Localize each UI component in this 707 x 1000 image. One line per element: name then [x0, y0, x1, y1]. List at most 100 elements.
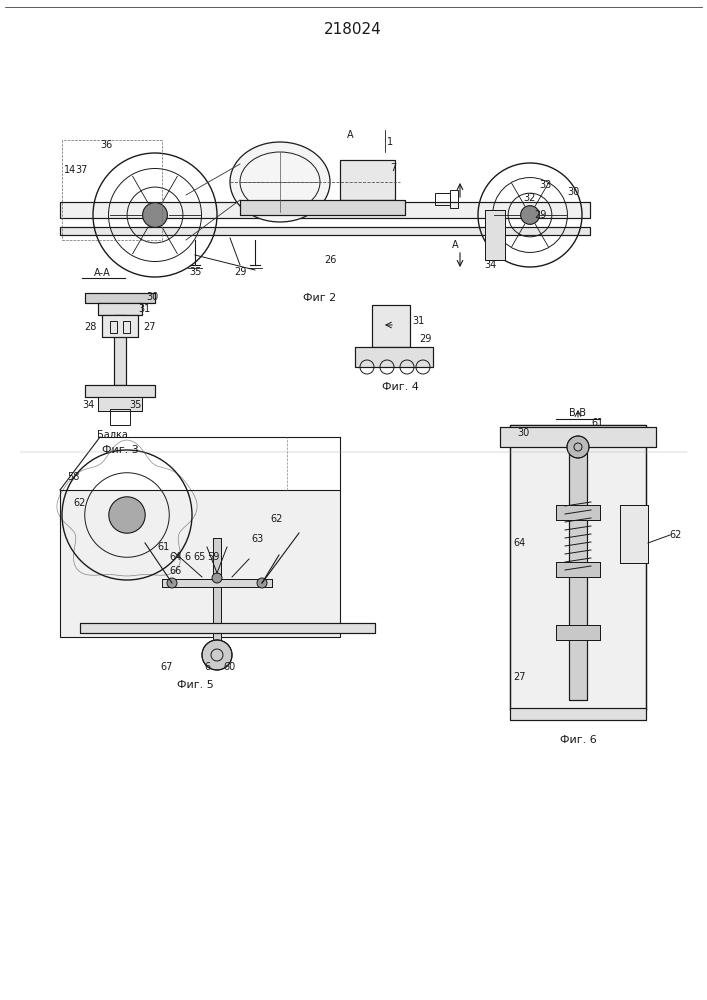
Bar [162, 579, 272, 587]
Circle shape [567, 436, 589, 458]
Text: 62: 62 [271, 514, 284, 524]
Text: 29: 29 [419, 334, 431, 344]
Circle shape [520, 206, 539, 224]
Bar [556, 625, 600, 640]
Bar [510, 708, 646, 720]
Bar [620, 505, 648, 563]
Bar [556, 562, 600, 577]
Text: 67: 67 [160, 662, 173, 672]
Text: Фиг. 4: Фиг. 4 [382, 382, 419, 392]
Text: Фиг 2: Фиг 2 [303, 293, 337, 303]
Polygon shape [60, 490, 340, 637]
Text: 62: 62 [74, 498, 86, 508]
Text: 34: 34 [82, 400, 94, 410]
Text: Фиг. 5: Фиг. 5 [177, 680, 214, 690]
Bar [556, 505, 600, 520]
Text: 66: 66 [169, 566, 181, 576]
Text: 31: 31 [412, 316, 424, 326]
Bar [485, 210, 505, 260]
Bar [98, 397, 142, 411]
Text: 30: 30 [567, 187, 579, 197]
Text: Балка: Балка [97, 430, 127, 440]
Text: 37: 37 [76, 165, 88, 175]
Text: 59: 59 [207, 552, 219, 562]
Bar [485, 210, 505, 260]
Bar [98, 397, 142, 411]
Text: 7: 7 [390, 163, 396, 173]
Text: 65: 65 [194, 552, 206, 562]
Text: 31: 31 [138, 304, 150, 314]
Bar [213, 538, 221, 643]
Bar [450, 190, 458, 208]
Bar [85, 385, 155, 397]
Text: 62: 62 [670, 530, 682, 540]
Text: А-А: А-А [93, 268, 110, 278]
Bar [372, 305, 410, 347]
Text: 6: 6 [184, 552, 190, 562]
Text: 63: 63 [251, 534, 263, 544]
Text: 29: 29 [234, 267, 246, 277]
Bar [510, 425, 646, 710]
Text: A: A [346, 130, 354, 140]
Bar [340, 160, 395, 200]
Text: 33: 33 [539, 180, 551, 190]
Bar [240, 200, 405, 215]
Bar [110, 409, 130, 425]
Bar [60, 227, 590, 235]
Text: 61: 61 [157, 542, 169, 552]
Text: 27: 27 [514, 672, 526, 682]
Circle shape [257, 578, 267, 588]
Bar [240, 200, 405, 215]
Circle shape [212, 573, 222, 583]
Bar [556, 625, 600, 640]
Text: 61: 61 [592, 418, 604, 428]
Bar [510, 708, 646, 720]
Circle shape [167, 578, 177, 588]
Text: 6: 6 [204, 662, 210, 672]
Bar [510, 425, 646, 710]
Bar [500, 427, 656, 447]
Text: A: A [452, 240, 458, 250]
Bar [162, 579, 272, 587]
Text: 60: 60 [224, 662, 236, 672]
Bar [80, 623, 375, 633]
Text: 27: 27 [144, 322, 156, 332]
Text: 64: 64 [169, 552, 181, 562]
Bar [435, 193, 450, 205]
Text: Фиг. 6: Фиг. 6 [560, 735, 597, 745]
Bar [123, 321, 130, 333]
Bar [85, 293, 155, 303]
Bar [340, 160, 395, 200]
Bar [355, 347, 433, 367]
Text: 26: 26 [324, 255, 337, 265]
Circle shape [109, 497, 145, 533]
Circle shape [143, 203, 168, 227]
Circle shape [202, 640, 232, 670]
Text: 30: 30 [517, 428, 529, 438]
Bar [98, 303, 142, 315]
Bar [500, 427, 656, 447]
Text: 34: 34 [484, 260, 496, 270]
Bar [372, 305, 410, 347]
Bar [114, 315, 126, 385]
Bar [556, 505, 600, 520]
Bar [110, 321, 117, 333]
Text: 30: 30 [146, 292, 158, 302]
Text: 58: 58 [67, 472, 79, 482]
Bar [355, 347, 433, 367]
Bar [60, 202, 590, 218]
Bar [60, 227, 590, 235]
Text: В-В: В-В [570, 408, 587, 418]
Bar [569, 445, 587, 700]
Text: 35: 35 [129, 400, 141, 410]
Bar [556, 562, 600, 577]
Bar [85, 385, 155, 397]
Bar [102, 315, 138, 337]
Bar [569, 445, 587, 700]
Bar [213, 538, 221, 643]
Text: 36: 36 [100, 140, 112, 150]
Text: 64: 64 [514, 538, 526, 548]
Bar [60, 202, 590, 218]
Text: 1: 1 [387, 137, 393, 147]
Bar [85, 293, 155, 303]
